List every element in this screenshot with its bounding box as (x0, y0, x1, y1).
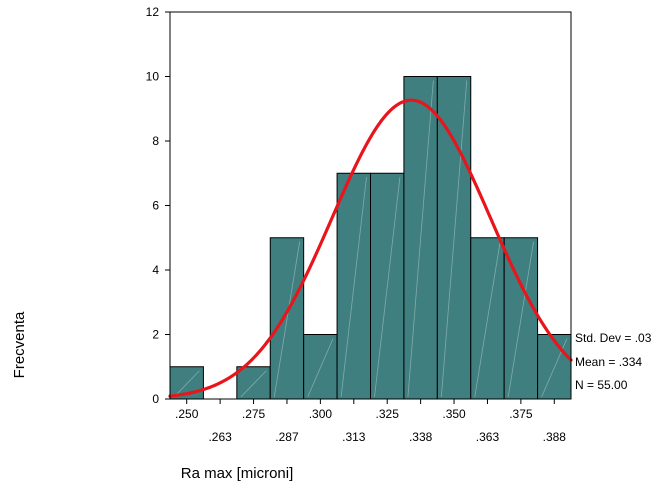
y-tick-label: 8 (152, 134, 159, 148)
bar-highlight (307, 338, 334, 398)
stats-line: Mean = .334 (575, 355, 642, 369)
x-tick-label: .375 (509, 407, 533, 421)
y-axis-label: Frecventa (11, 311, 28, 378)
x-tick-label: .363 (476, 430, 500, 444)
bar-highlight (507, 241, 534, 398)
x-tick-label: .300 (309, 407, 333, 421)
histogram-bar (336, 172, 372, 400)
bar-highlight (440, 80, 468, 398)
stats-box: Std. Dev = .03 Mean = .334 N = 55.00 (575, 331, 652, 392)
y-tick-label: 0 (152, 392, 159, 406)
y-tick-label: 10 (146, 70, 160, 84)
x-tick-label: .263 (208, 430, 232, 444)
y-tick-label: 6 (152, 199, 159, 213)
bar-highlight (273, 241, 301, 398)
bar-highlight (340, 177, 367, 398)
stats-line: N = 55.00 (575, 378, 628, 392)
histogram-bar (403, 76, 438, 400)
bar-highlight (374, 177, 401, 398)
bar-highlight (173, 370, 200, 398)
x-tick-label: .338 (409, 430, 433, 444)
histogram-bar (269, 237, 305, 400)
bar-highlight (474, 241, 501, 398)
x-tick-label: .388 (543, 430, 567, 444)
bar-highlight (407, 80, 434, 398)
x-tick-label: .350 (442, 407, 466, 421)
normal-curve (168, 98, 573, 398)
histogram-bar (370, 172, 405, 400)
y-axis: 0 2 4 6 8 10 12 (146, 5, 170, 406)
x-tick-label: .275 (242, 407, 266, 421)
x-axis: .250 .263 .275 .287 .300 .313 .325 .338 .350 .363… (175, 399, 566, 444)
y-tick-label: 2 (152, 328, 159, 342)
x-axis-label: Ra max [microni] (181, 465, 294, 482)
y-tick-label: 4 (152, 263, 159, 277)
bar-highlight (541, 338, 568, 398)
histogram-bar (236, 366, 271, 400)
stats-line: Std. Dev = .03 (575, 331, 652, 345)
x-tick-label: .287 (275, 430, 299, 444)
x-tick-label: .313 (342, 430, 366, 444)
bars-group (169, 76, 572, 400)
y-tick-label: 12 (146, 5, 160, 19)
bar-highlight (240, 370, 267, 398)
x-tick-label: .325 (376, 407, 400, 421)
x-tick-label: .250 (175, 407, 199, 421)
